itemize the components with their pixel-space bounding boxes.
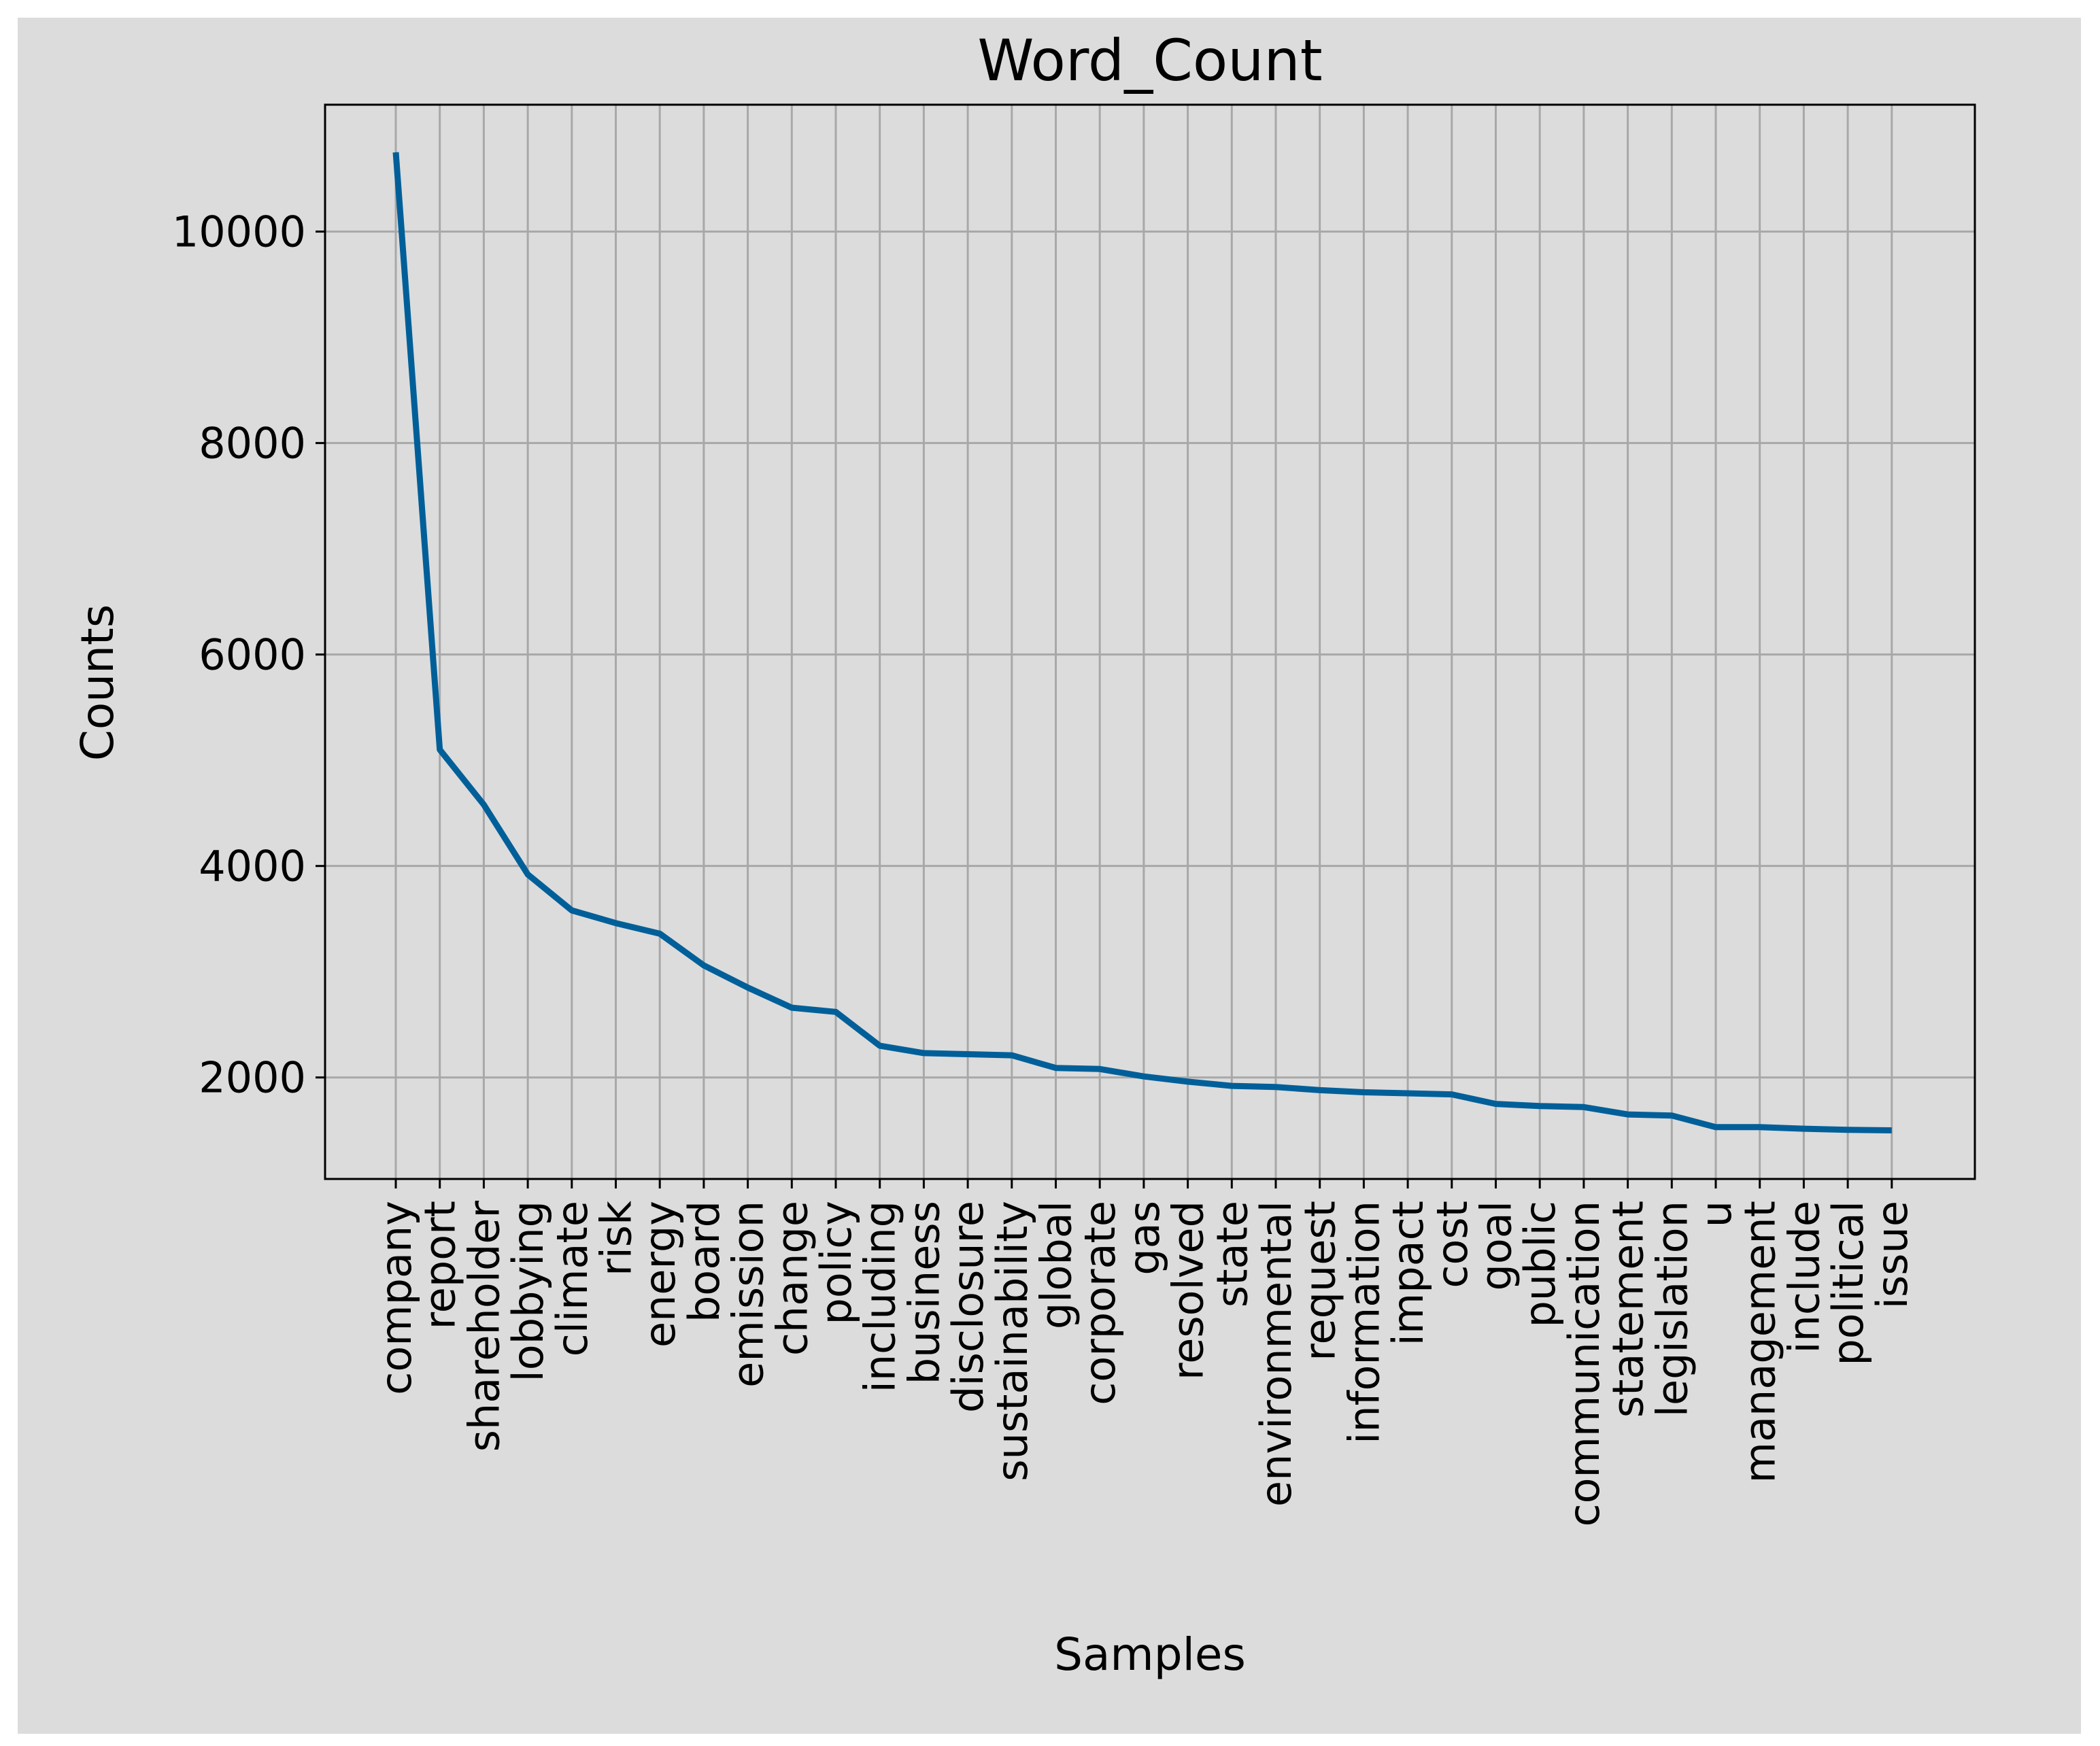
x-tick-label-business: business	[899, 1201, 949, 1384]
x-axis-label: Samples	[1054, 1628, 1246, 1681]
x-tick-label-gas: gas	[1119, 1201, 1169, 1276]
series-line-counts	[392, 152, 1892, 1133]
line-chart: 2000 4000 6000 8000 10000 companyreportshare…	[71, 27, 1976, 1681]
y-tick-label-8000: 8000	[199, 419, 306, 468]
x-tick-label-include: include	[1779, 1201, 1829, 1354]
x-tick-label-political: political	[1823, 1201, 1873, 1366]
x-tick-label-policy: policy	[811, 1201, 861, 1325]
x-tick-label-resolved: resolved	[1164, 1201, 1213, 1380]
y-tick-label-2000: 2000	[199, 1053, 306, 1103]
x-tick-label-climate: climate	[547, 1201, 597, 1356]
x-tick-label-request: request	[1295, 1201, 1345, 1361]
x-tick-label-state: state	[1207, 1201, 1257, 1307]
x-tick-label-emission: emission	[724, 1201, 773, 1388]
x-tick-label-sustainability: sustainability	[987, 1201, 1037, 1482]
x-tick-label-energy: energy	[635, 1201, 685, 1348]
x-tick-label-u: u	[1691, 1201, 1741, 1227]
x-tick-label-report: report	[416, 1201, 465, 1329]
x-tick-label-cost: cost	[1427, 1201, 1477, 1288]
x-tick-label-environmental: environmental	[1251, 1201, 1301, 1507]
x-tick-label-information: information	[1339, 1201, 1389, 1444]
x-tick-label-shareholder: shareholder	[459, 1200, 509, 1452]
chart-title: Word_Count	[977, 27, 1322, 94]
y-tick-label-10000: 10000	[172, 207, 306, 257]
x-tick-label-goal: goal	[1472, 1201, 1521, 1291]
y-axis-label: Counts	[71, 604, 124, 761]
x-tick-label-including: including	[856, 1201, 905, 1392]
x-tick-label-legislation: legislation	[1647, 1201, 1697, 1417]
x-tick-label-corporate: corporate	[1075, 1201, 1125, 1405]
x-tick-label-lobbying: lobbying	[503, 1201, 553, 1382]
y-tick-label-6000: 6000	[199, 630, 306, 680]
x-tick-label-impact: impact	[1383, 1201, 1433, 1346]
x-tick-label-management: management	[1735, 1201, 1785, 1483]
x-tick-label-company: company	[371, 1201, 421, 1395]
plot-frame	[324, 103, 1976, 1180]
x-tick-label-global: global	[1032, 1201, 1081, 1329]
x-tick-label-board: board	[679, 1201, 729, 1322]
x-tick-label-statement: statement	[1604, 1201, 1653, 1418]
x-tick-label-issue: issue	[1867, 1201, 1917, 1309]
x-tick-label-communication: communication	[1559, 1201, 1609, 1526]
x-tick-label-change: change	[767, 1201, 817, 1356]
x-tick-label-public: public	[1515, 1201, 1565, 1328]
chart-figure: 2000 4000 6000 8000 10000 company report share…	[18, 18, 2081, 1734]
y-tick-label-4000: 4000	[199, 842, 306, 891]
x-tick-label-disclosure: disclosure	[943, 1201, 993, 1413]
x-tick-label-risk: risk	[592, 1201, 641, 1276]
